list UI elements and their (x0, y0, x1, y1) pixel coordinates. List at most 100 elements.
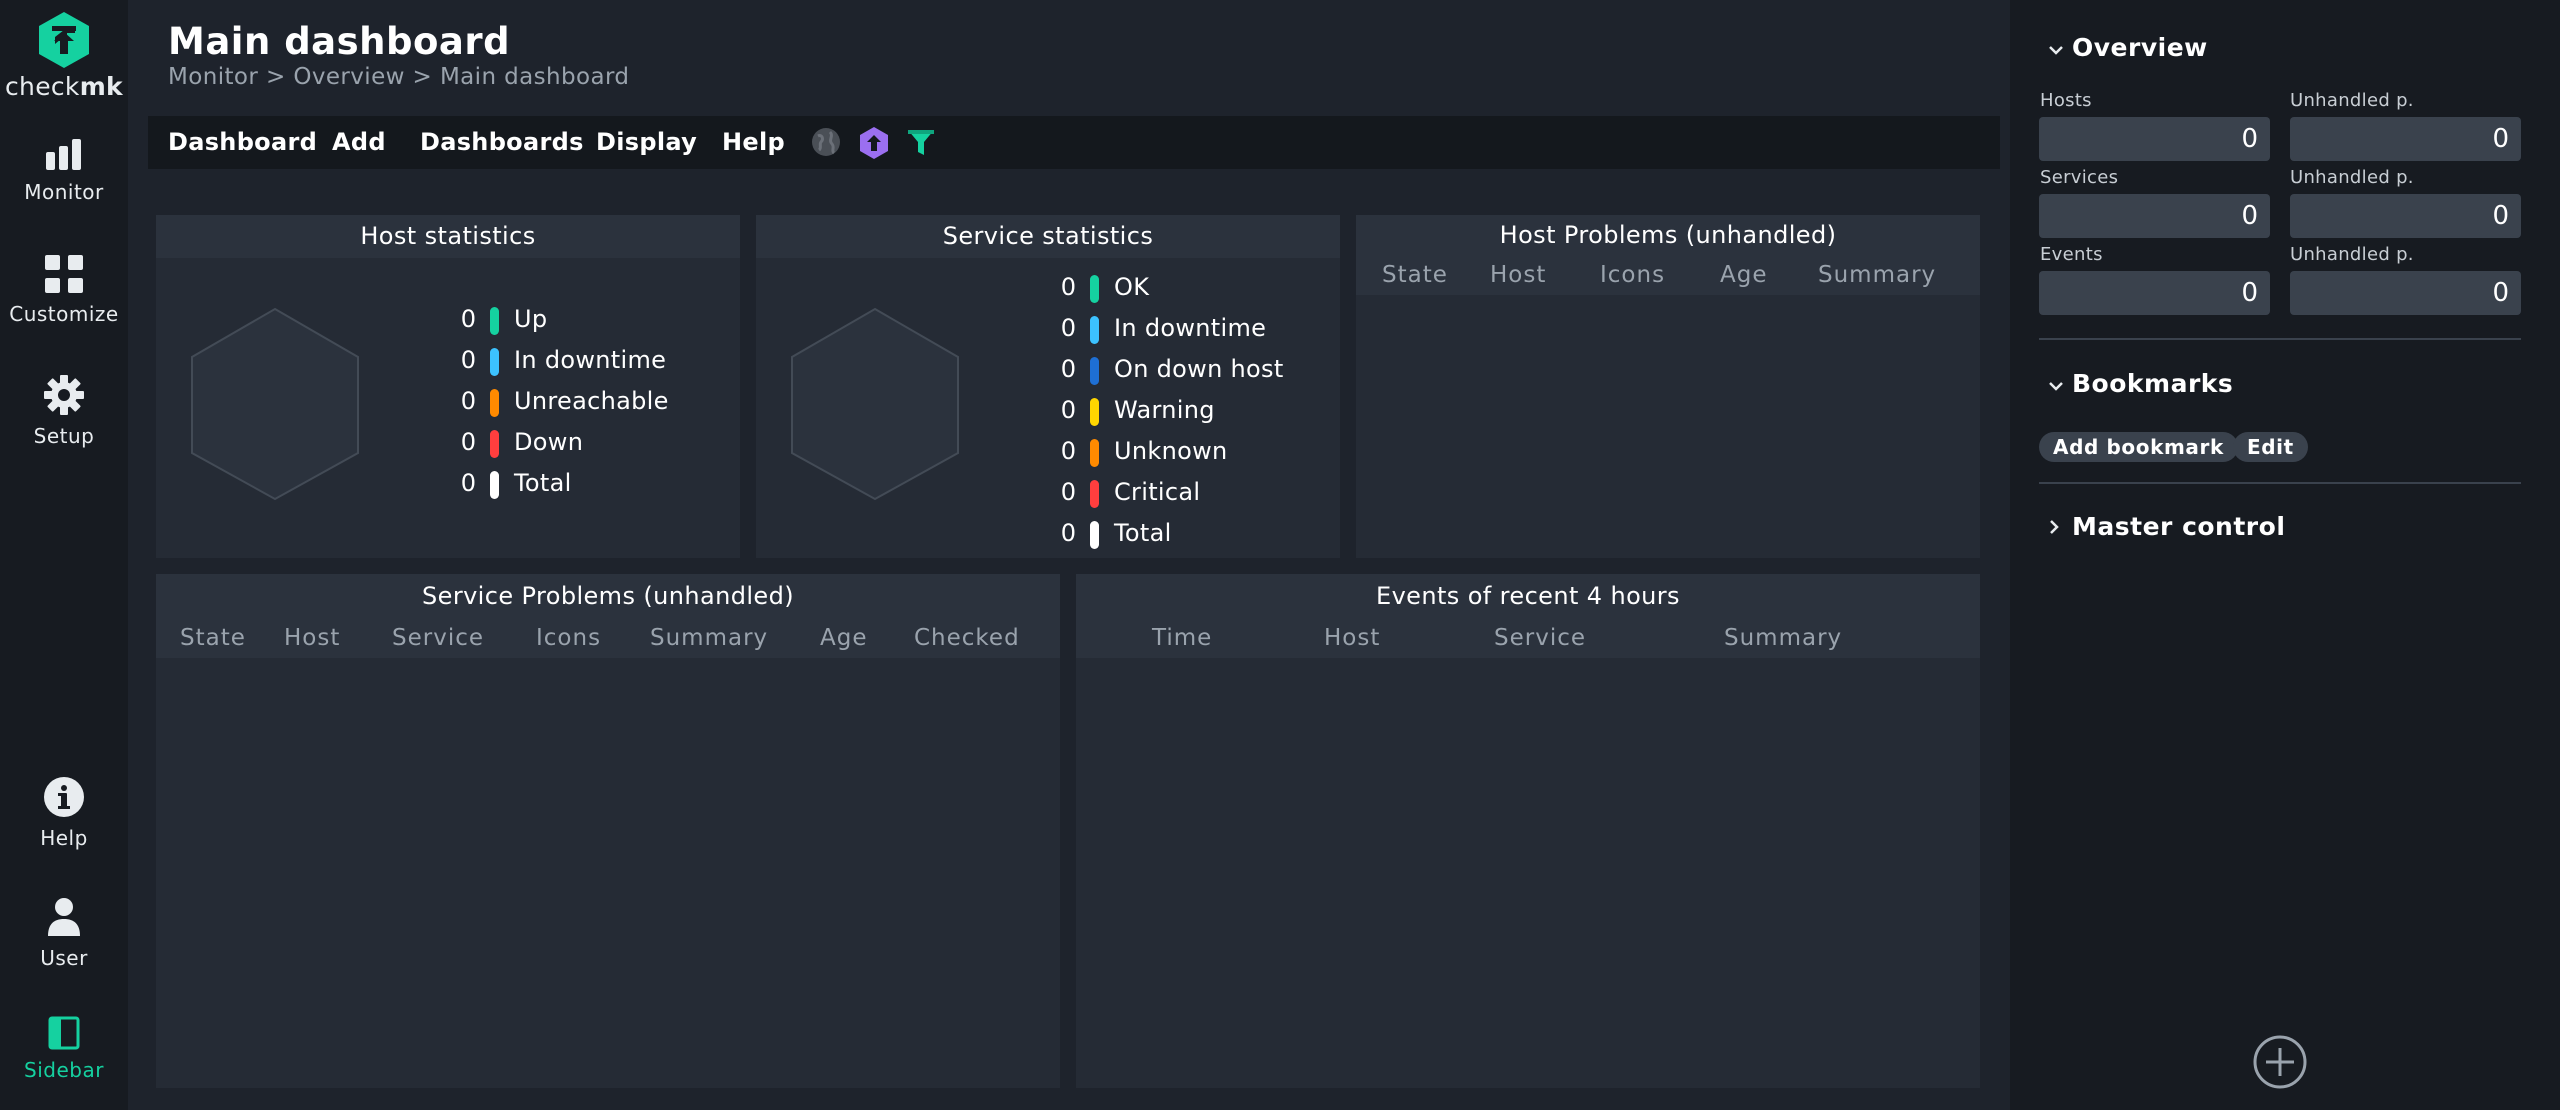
column-header[interactable]: Checked (914, 625, 1020, 651)
state-color-pill (490, 389, 499, 417)
column-header[interactable]: Summary (1818, 262, 1937, 288)
master-control-snapin-title[interactable]: Master control (2048, 512, 2285, 541)
column-header[interactable]: Age (820, 625, 868, 651)
stat-label: Down (514, 428, 584, 456)
overview-hosts-unhandled-count[interactable]: 0 (2290, 117, 2521, 161)
sidebar-divider (2039, 338, 2521, 340)
chevron-right-icon (2048, 512, 2062, 541)
nav-customize[interactable]: Customize (0, 254, 128, 326)
overview-hosts-unhandled-label: Unhandled p. (2290, 90, 2414, 111)
column-header[interactable]: Host (1324, 625, 1381, 651)
stat-label: Total (514, 469, 572, 497)
left-navigation: checkmk Monitor Customize (0, 0, 128, 1110)
globe-icon[interactable] (810, 126, 842, 158)
nav-customize-label: Customize (9, 302, 119, 326)
column-header[interactable]: Age (1720, 262, 1768, 288)
overview-services-unhandled-count[interactable]: 0 (2290, 194, 2521, 238)
breadcrumb: Monitor > Overview > Main dashboard (168, 64, 629, 90)
dashlet-title: Host Problems (unhandled) (1356, 215, 1980, 255)
checkmk-logo[interactable]: checkmk (0, 10, 128, 101)
nav-help-label: Help (40, 826, 88, 850)
menu-dashboard[interactable]: Dashboard (168, 128, 318, 156)
column-header[interactable]: Icons (536, 625, 602, 651)
stat-count: 0 (1060, 273, 1076, 301)
breadcrumb-item[interactable]: Overview (293, 64, 405, 90)
overview-services-label: Services (2040, 167, 2119, 188)
stat-count: 0 (1060, 478, 1076, 506)
stat-count: 0 (1060, 396, 1076, 424)
stat-label: Warning (1114, 396, 1215, 424)
breadcrumb-separator: > (412, 64, 433, 90)
host-problems-dashlet: Host Problems (unhandled) State Host Ico… (1356, 215, 1980, 558)
nav-user-label: User (40, 946, 88, 970)
overview-services-count[interactable]: 0 (2039, 194, 2270, 238)
add-bookmark-button[interactable]: Add bookmark (2039, 432, 2238, 462)
stat-label: Unknown (1114, 437, 1228, 465)
bookmarks-snapin-title[interactable]: Bookmarks (2048, 369, 2233, 398)
breadcrumb-item[interactable]: Monitor (168, 64, 259, 90)
info-icon (44, 777, 84, 817)
dashlet-title: Events of recent 4 hours (1076, 574, 1980, 618)
checkmk-logo-icon (39, 12, 89, 68)
chevron-down-icon (2048, 33, 2063, 62)
column-header[interactable]: Host (284, 625, 341, 651)
nav-monitor[interactable]: Monitor (0, 138, 128, 204)
overview-title-text: Overview (2072, 33, 2208, 62)
sidebar-divider (2039, 482, 2521, 484)
edit-bookmarks-button[interactable]: Edit (2233, 432, 2308, 462)
filter-icon[interactable] (906, 128, 936, 158)
stat-count: 0 (460, 469, 476, 497)
state-color-pill (1090, 439, 1099, 467)
service-problems-dashlet: Service Problems (unhandled) State Host … (156, 574, 1060, 1088)
column-header[interactable]: Service (392, 625, 485, 651)
stat-count: 0 (1060, 314, 1076, 342)
menu-bar: Dashboard Add Dashboards Display Help (148, 116, 2000, 169)
overview-snapin-title[interactable]: Overview (2048, 33, 2208, 62)
menu-display[interactable]: Display (596, 128, 698, 156)
bar-chart-icon (46, 139, 81, 170)
stat-label: In downtime (514, 346, 667, 374)
breadcrumb-item[interactable]: Main dashboard (439, 64, 630, 90)
column-header[interactable]: Service (1494, 625, 1587, 651)
stat-label: Unreachable (514, 387, 669, 415)
stat-label: OK (1114, 273, 1150, 301)
menu-dashboards[interactable]: Dashboards (420, 128, 584, 156)
sidebar-toggle-icon (48, 1016, 80, 1050)
service-statistics-dashlet: Service statistics 0 OK 0 In downtime 0 … (756, 215, 1340, 558)
column-header[interactable]: State (180, 625, 246, 651)
chevron-down-icon (2048, 369, 2063, 398)
host-hexagon-chart[interactable] (190, 307, 360, 501)
user-icon (48, 898, 80, 936)
table-header: Time Host Service Summary (1076, 618, 1980, 658)
state-color-pill (1090, 357, 1099, 385)
column-header[interactable]: State (1382, 262, 1448, 288)
stat-label: Up (514, 305, 548, 333)
column-header[interactable]: Host (1490, 262, 1547, 288)
overview-events-unhandled-count[interactable]: 0 (2290, 271, 2521, 315)
dashlet-title: Service statistics (756, 215, 1340, 258)
nav-setup[interactable]: Setup (0, 374, 128, 448)
nav-user[interactable]: User (0, 896, 128, 970)
stat-label: On down host (1114, 355, 1284, 383)
state-color-pill (1090, 275, 1099, 303)
column-header[interactable]: Icons (1600, 262, 1666, 288)
service-hexagon-chart[interactable] (790, 307, 960, 501)
add-snapin-icon[interactable] (2252, 1034, 2308, 1090)
overview-hosts-label: Hosts (2040, 90, 2092, 111)
stat-label: Critical (1114, 478, 1201, 506)
state-color-pill (1090, 398, 1099, 426)
column-header[interactable]: Summary (1724, 625, 1843, 651)
overview-hosts-count[interactable]: 0 (2039, 117, 2270, 161)
column-header[interactable]: Time (1152, 625, 1213, 651)
overview-events-count[interactable]: 0 (2039, 271, 2270, 315)
menu-help[interactable]: Help (722, 128, 785, 156)
checkmk-icon[interactable] (858, 126, 890, 160)
page-title: Main dashboard (168, 20, 511, 63)
logo-text: checkmk (5, 72, 123, 101)
column-header[interactable]: Summary (650, 625, 769, 651)
dashlet-title: Service Problems (unhandled) (156, 574, 1060, 618)
nav-help[interactable]: Help (0, 776, 128, 850)
nav-sidebar[interactable]: Sidebar (0, 1016, 128, 1082)
state-color-pill (1090, 480, 1099, 508)
menu-add[interactable]: Add (332, 128, 386, 156)
